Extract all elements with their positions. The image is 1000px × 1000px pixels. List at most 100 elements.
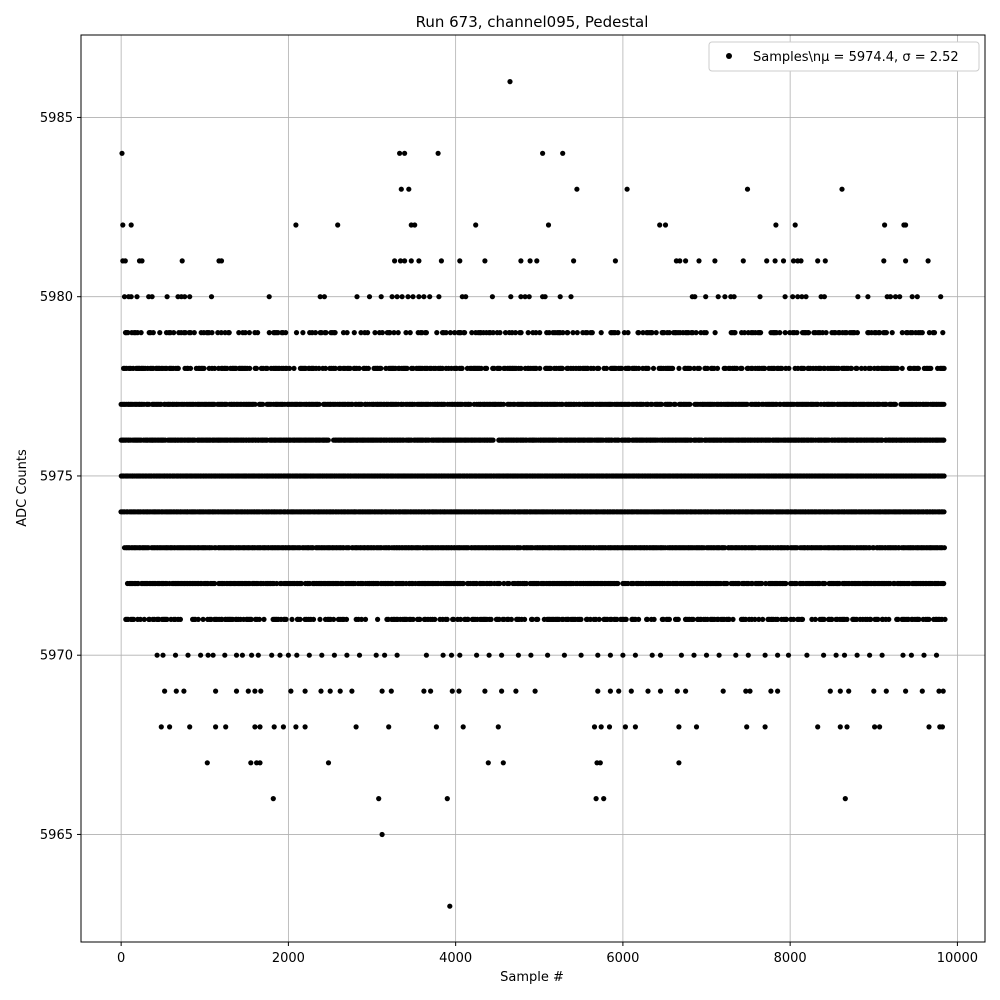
y-axis-title: ADC Counts: [15, 449, 30, 527]
data-point: [678, 652, 685, 658]
data-point: [865, 294, 871, 300]
data-points: [118, 79, 948, 909]
data-point: [867, 652, 873, 658]
data-point: [745, 652, 751, 658]
data-point: [676, 724, 682, 730]
data-point: [895, 616, 901, 623]
data-point: [823, 330, 829, 336]
data-point: [527, 258, 533, 264]
data-point: [657, 688, 664, 694]
data-point: [421, 294, 427, 300]
data-point: [463, 294, 469, 300]
data-point: [449, 688, 455, 694]
data-point: [900, 652, 906, 658]
data-point: [740, 258, 746, 264]
data-point: [855, 294, 861, 300]
data-point: [941, 365, 947, 371]
data-point: [518, 258, 524, 264]
data-point: [601, 796, 607, 802]
data-point: [615, 330, 621, 336]
data-point: [928, 365, 934, 371]
data-point: [379, 831, 385, 838]
data-point: [883, 688, 889, 694]
data-point: [435, 150, 441, 156]
data-point: [335, 222, 341, 228]
y-tick-label: 5970: [40, 649, 73, 664]
data-point: [416, 294, 422, 300]
data-point: [353, 724, 359, 730]
legend-label: Samples\nμ = 5974.4, σ = 2.52: [753, 50, 959, 65]
data-point: [515, 652, 522, 658]
data-point: [270, 796, 276, 802]
data-point: [288, 688, 294, 694]
data-point: [154, 652, 160, 658]
data-point: [332, 330, 338, 336]
data-point: [792, 222, 798, 228]
data-point: [499, 688, 505, 694]
data-point: [683, 258, 689, 264]
data-point: [246, 330, 252, 336]
data-point: [764, 258, 770, 264]
data-point: [703, 294, 709, 300]
data-point: [854, 330, 861, 336]
data-point: [662, 222, 669, 228]
data-point: [362, 616, 369, 623]
data-point: [302, 724, 308, 730]
data-point: [657, 652, 664, 658]
data-point: [837, 688, 843, 694]
data-point: [783, 616, 790, 623]
data-point: [578, 616, 584, 623]
data-point: [903, 258, 909, 264]
data-point: [645, 365, 651, 371]
data-point: [245, 688, 251, 694]
data-point: [574, 330, 580, 336]
data-point: [343, 616, 350, 623]
data-point: [507, 79, 513, 85]
data-point: [841, 652, 848, 658]
data-point: [919, 330, 925, 336]
data-point: [614, 616, 620, 623]
data-point: [421, 688, 427, 694]
data-point: [485, 760, 491, 766]
data-point: [457, 258, 463, 264]
data-point: [696, 365, 703, 371]
data-point: [427, 294, 433, 300]
data-point: [939, 724, 946, 730]
data-point: [595, 652, 601, 658]
data-point: [394, 652, 400, 658]
data-point: [457, 616, 464, 623]
data-point: [337, 688, 343, 694]
data-point: [757, 294, 763, 300]
data-point: [293, 724, 299, 730]
data-point: [318, 688, 324, 694]
data-point: [812, 616, 818, 623]
data-point: [297, 616, 303, 623]
data-point: [887, 294, 894, 300]
data-point: [447, 903, 453, 909]
data-point: [412, 222, 418, 228]
data-point: [687, 401, 693, 407]
data-point: [323, 330, 329, 336]
data-point: [456, 688, 462, 694]
data-point: [794, 330, 800, 336]
data-point: [593, 796, 599, 802]
data-point: [607, 652, 614, 658]
data-point: [164, 616, 170, 623]
data-point: [625, 330, 631, 336]
data-point: [677, 258, 683, 264]
legend-marker: [726, 53, 732, 59]
data-point: [833, 652, 839, 658]
data-point: [208, 294, 215, 300]
data-point: [325, 437, 331, 443]
data-point: [372, 330, 378, 336]
data-point: [732, 330, 738, 336]
data-point: [568, 294, 574, 300]
x-tick-label: 2000: [272, 951, 305, 966]
data-point: [167, 724, 173, 730]
data-point: [212, 580, 218, 587]
data-point: [482, 258, 488, 264]
data-point: [886, 616, 892, 623]
data-point: [379, 330, 385, 336]
data-point: [908, 652, 915, 658]
